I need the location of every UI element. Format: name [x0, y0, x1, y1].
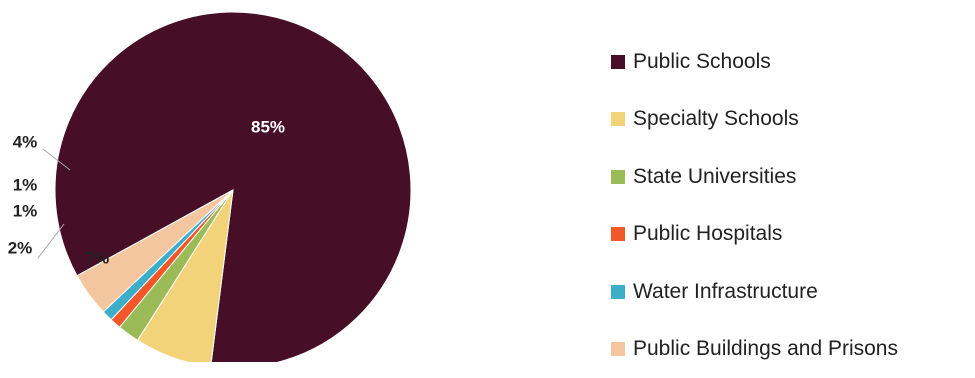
- legend-label: Public Schools: [633, 50, 771, 74]
- legend-item: Public Buildings and Prisons: [611, 321, 898, 378]
- legend-item: Specialty Schools: [611, 91, 898, 149]
- legend-item: State Universities: [611, 148, 898, 206]
- legend-label: State Universities: [633, 165, 796, 189]
- legend-label: Public Buildings and Prisons: [633, 337, 898, 361]
- legend-label: Specialty Schools: [633, 107, 799, 131]
- legend-label: Water Infrastructure: [633, 280, 818, 304]
- data-label: 4%: [13, 132, 38, 151]
- legend-swatch: [611, 227, 625, 241]
- data-label: 85%: [251, 117, 285, 136]
- legend-swatch: [611, 112, 625, 126]
- legend-swatch: [611, 55, 625, 69]
- legend-swatch: [611, 170, 625, 184]
- legend-item: Water Infrastructure: [611, 263, 898, 321]
- data-label: 1%: [13, 201, 38, 220]
- data-label: 1%: [13, 175, 38, 194]
- data-label: 7%: [85, 248, 110, 267]
- legend-item: Public Hospitals: [611, 206, 898, 264]
- data-label: 2%: [8, 238, 33, 257]
- legend-label: Public Hospitals: [633, 222, 782, 246]
- legend: Public Schools Specialty Schools State Uni…: [611, 33, 898, 378]
- legend-swatch: [611, 285, 625, 299]
- leader-line: [38, 224, 64, 258]
- legend-swatch: [611, 342, 625, 356]
- legend-item: Public Schools: [611, 33, 898, 91]
